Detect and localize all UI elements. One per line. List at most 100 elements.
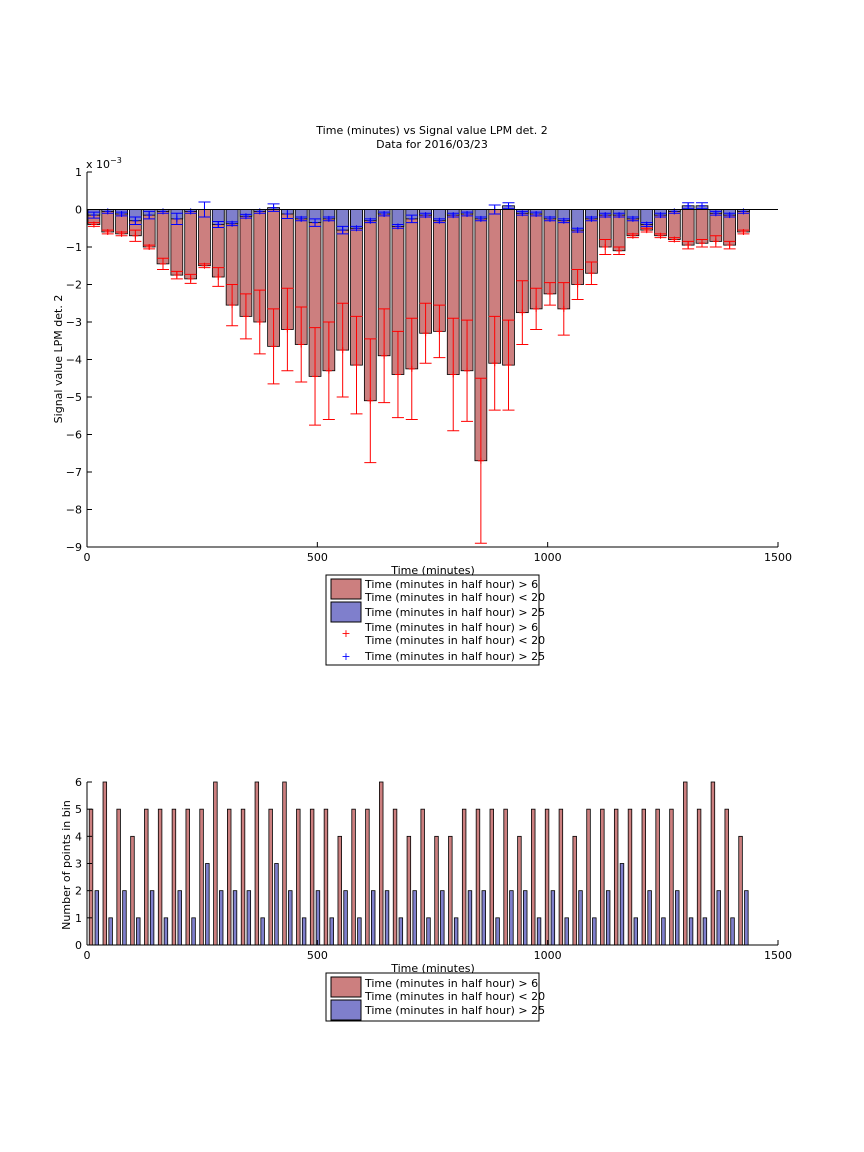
bar-series1 [503, 808, 508, 946]
bar-series2 [260, 917, 265, 946]
y-tick-label: −5 [66, 391, 82, 404]
y-tick-label: 0 [75, 939, 82, 952]
y-tick-label: −6 [66, 429, 82, 442]
y-axis-label: Signal value LPM det. 2 [52, 295, 65, 424]
bar-series2 [744, 890, 749, 946]
bar-series2 [592, 917, 597, 946]
chart-title: Time (minutes) vs Signal value LPM det. … [315, 124, 547, 137]
bar-series2 [481, 890, 486, 946]
bar-series1 [517, 835, 522, 946]
bar-series1 [681, 209, 695, 246]
x-tick-label: 1500 [764, 551, 792, 564]
plot-area [87, 782, 778, 945]
legend-swatch-red [330, 578, 362, 600]
bar-series1 [102, 781, 108, 946]
y-tick-label: −7 [66, 466, 82, 479]
bar-series1 [198, 209, 211, 267]
bar-series1 [738, 835, 743, 946]
bar-series1 [88, 808, 94, 946]
bar-series2 [371, 890, 376, 946]
legend-label-1b: Time (minutes in half hour) < 20 [364, 591, 545, 604]
bar-series2 [716, 890, 721, 946]
bar-series1 [227, 808, 232, 946]
bar-series2 [564, 917, 569, 946]
x-axis-label: Time (minutes) [390, 564, 475, 577]
legend-bottom: Time (minutes in half hour) > 6 Time (mi… [325, 972, 545, 1022]
bar-series1 [309, 808, 315, 946]
legend-label-3b: Time (minutes in half hour) < 20 [364, 634, 545, 647]
bar-series1 [420, 808, 425, 946]
bar-series1 [627, 808, 633, 946]
bar-series1 [655, 808, 660, 946]
legend2-label-1b: Time (minutes in half hour) < 20 [364, 990, 545, 1003]
plot-counts: 0 500 1000 1500 6 5 4 3 2 1 0 [75, 776, 792, 962]
bar-series2 [315, 890, 321, 946]
x-tick-label: 500 [307, 949, 328, 962]
x-tick-label: 1000 [534, 551, 562, 564]
bar-series1 [531, 808, 536, 946]
bar-series2 [288, 890, 293, 946]
bar-series1 [613, 808, 619, 946]
y-tick-label: −1 [66, 241, 82, 254]
bar-series2 [661, 917, 666, 946]
bar-series1 [184, 209, 197, 280]
bar-series2 [301, 917, 307, 946]
legend2-label-2: Time (minutes in half hour) > 25 [364, 1004, 545, 1017]
bar-series2 [730, 917, 735, 946]
bar-series2 [384, 890, 390, 946]
bar-series1 [586, 808, 591, 946]
bar-series1 [641, 808, 647, 946]
bar-series1 [572, 835, 577, 946]
bar-series2 [495, 917, 500, 946]
bar-series2 [232, 890, 238, 946]
y-tick-label: 1 [75, 166, 82, 179]
bar-series2 [122, 890, 127, 946]
bar-series1 [669, 808, 674, 946]
legend-marker-blue: + [341, 650, 350, 663]
bar-series2 [94, 890, 100, 946]
bar-series1 [489, 808, 494, 946]
y-tick-label: 6 [75, 776, 82, 789]
bar-series1 [337, 835, 342, 946]
bar-series2 [523, 890, 528, 946]
bar-series2 [412, 890, 417, 946]
bar-series2 [605, 890, 611, 946]
bar-series2 [440, 890, 445, 946]
legend-swatch-blue [330, 601, 362, 623]
bar-series1 [157, 808, 163, 946]
bar-series1 [710, 781, 716, 946]
legend-label-1: Time (minutes in half hour) > 6 [364, 578, 538, 591]
bar-series2 [357, 917, 362, 946]
legend-label-4: Time (minutes in half hour) > 25 [364, 650, 545, 663]
bar-series1 [379, 781, 384, 946]
bar-series1 [171, 808, 177, 946]
bar-series2 [702, 917, 708, 946]
y-tick-label: 4 [75, 830, 82, 843]
legend2-label-1: Time (minutes in half hour) > 6 [364, 977, 538, 990]
y-tick-label: 2 [75, 885, 82, 898]
bar-series2 [453, 917, 459, 946]
bar-series1 [199, 808, 204, 946]
bar-series1 [268, 808, 273, 946]
bar-series1 [296, 808, 301, 946]
x-axis-label-2: Time (minutes) [390, 962, 475, 975]
bar-series1 [683, 781, 688, 946]
bar-series2 [647, 890, 652, 946]
legend-marker-red: + [341, 627, 350, 640]
bar-series1 [696, 808, 702, 946]
bar-series1 [475, 808, 481, 946]
bar-series2 [426, 917, 431, 946]
bar-series1 [543, 209, 557, 295]
bar-series2 [177, 890, 182, 946]
x-tick-label: 1500 [764, 949, 792, 962]
bar-series2 [329, 917, 334, 946]
bar-series2 [191, 917, 196, 946]
bar-series2 [136, 917, 141, 946]
bar-series2 [571, 209, 584, 231]
bar-series2 [398, 917, 404, 946]
y-tick-label: 1 [75, 912, 82, 925]
bar-series2 [550, 890, 556, 946]
bar-series1 [323, 808, 329, 946]
y-tick-label: −3 [66, 316, 82, 329]
bar-series2 [633, 917, 638, 946]
